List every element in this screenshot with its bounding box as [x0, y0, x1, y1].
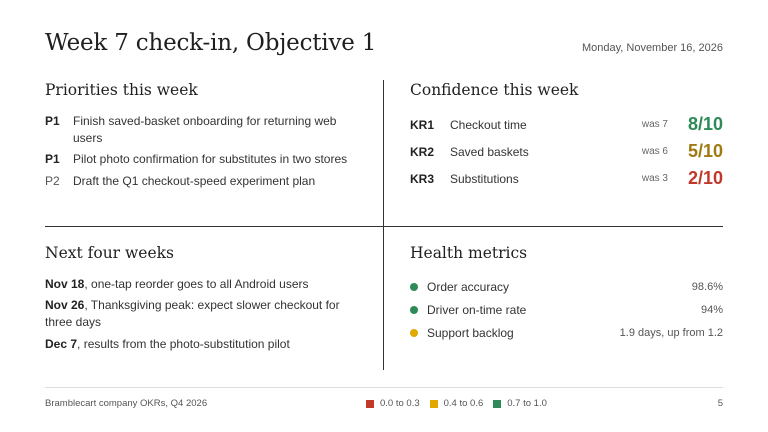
milestone-text: , one-tap reorder goes to all Android us…: [84, 277, 309, 291]
metric-row: Order accuracy 98.6%: [410, 278, 723, 296]
priorities-title: Priorities this week: [45, 81, 198, 99]
milestone-text: , Thanksgiving peak: expect slower check…: [45, 298, 340, 329]
milestone-item: Nov 26, Thanksgiving peak: expect slower…: [45, 297, 365, 331]
next-weeks-title: Next four weeks: [45, 244, 174, 262]
metric-value: 1.9 days, up from 1.2: [619, 327, 723, 339]
kr-id: KR2: [410, 145, 435, 159]
kr-previous: was 7: [641, 119, 668, 130]
metric-name: Support backlog: [427, 326, 514, 340]
health-title: Health metrics: [410, 244, 528, 262]
priority-item: P1 Pilot photo confirmation for substitu…: [45, 151, 365, 168]
date-label: Monday, November 16, 2026: [581, 42, 723, 54]
status-dot-icon: [410, 329, 418, 337]
status-dot-icon: [410, 283, 418, 291]
metric-value: 98.6%: [691, 281, 723, 293]
kr-id: KR3: [410, 172, 435, 186]
legend-label: 0.4 to 0.6: [443, 398, 484, 409]
legend-swatch-icon: [366, 399, 374, 408]
kr-row: KR1 Checkout time was 7 8/10: [410, 114, 723, 136]
priority-text: Draft the Q1 checkout-speed experiment p…: [73, 174, 316, 188]
metric-name: Driver on-time rate: [427, 303, 527, 317]
milestone-item: Nov 18, one-tap reorder goes to all Andr…: [45, 276, 365, 293]
priority-tag: P1: [45, 114, 60, 128]
priority-item: P2 Draft the Q1 checkout-speed experimen…: [45, 173, 365, 190]
horizontal-divider: [45, 226, 723, 227]
kr-score: 2/10: [687, 168, 723, 188]
kr-name: Checkout time: [450, 118, 527, 132]
kr-id: KR1: [410, 118, 435, 132]
priority-item: P1 Finish saved-basket onboarding for re…: [45, 113, 365, 147]
legend-item: 0.0 to 0.3: [366, 398, 420, 409]
vertical-divider: [383, 80, 384, 370]
confidence-title: Confidence this week: [410, 81, 579, 99]
priority-text: Finish saved-basket onboarding for retur…: [73, 114, 337, 145]
footer-divider: [45, 387, 723, 388]
metric-name: Order accuracy: [427, 280, 510, 294]
milestone-date: Nov 26: [45, 298, 85, 312]
kr-row: KR3 Substitutions was 3 2/10: [410, 168, 723, 190]
footer-source: Bramblecart company OKRs, Q4 2026: [45, 398, 208, 409]
kr-previous: was 6: [641, 146, 668, 157]
legend-item: 0.4 to 0.6: [429, 398, 484, 409]
legend-label: 0.7 to 1.0: [507, 398, 547, 409]
kr-previous: was 3: [641, 173, 668, 184]
metric-row: Driver on-time rate 94%: [410, 301, 723, 319]
legend-swatch-icon: [493, 399, 502, 408]
legend-item: 0.7 to 1.0: [493, 398, 547, 409]
kr-name: Substitutions: [450, 172, 519, 186]
priority-tag: P1: [45, 152, 60, 166]
kr-name: Saved baskets: [450, 145, 529, 159]
kr-row: KR2 Saved baskets was 6 5/10: [410, 141, 723, 163]
metric-row: Support backlog 1.9 days, up from 1.2: [410, 324, 723, 342]
kr-score: 5/10: [687, 141, 723, 161]
page-number: 5: [717, 398, 723, 409]
status-dot-icon: [410, 306, 418, 314]
milestone-item: Dec 7, results from the photo-substituti…: [45, 336, 365, 353]
milestone-text: , results from the photo-substitution pi…: [77, 337, 290, 351]
legend-swatch-icon: [429, 399, 438, 408]
kr-score: 8/10: [687, 114, 723, 134]
milestone-date: Nov 18: [45, 277, 85, 291]
priority-tag: P2: [45, 174, 60, 188]
color-legend: 0.0 to 0.3 0.4 to 0.6 0.7 to 1.0: [366, 398, 557, 409]
priority-text: Pilot photo confirmation for substitutes…: [73, 152, 348, 166]
page-title: Week 7 check-in, Objective 1: [45, 30, 377, 56]
metric-value: 94%: [700, 304, 723, 316]
legend-label: 0.0 to 0.3: [380, 398, 420, 409]
milestone-date: Dec 7: [45, 337, 78, 351]
